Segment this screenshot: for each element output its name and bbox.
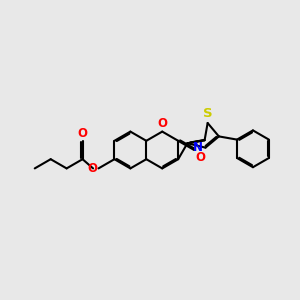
Text: O: O [157,117,167,130]
Text: N: N [193,141,202,154]
Text: O: O [195,151,205,164]
Text: O: O [78,127,88,140]
Text: O: O [87,162,97,175]
Text: S: S [203,107,212,120]
